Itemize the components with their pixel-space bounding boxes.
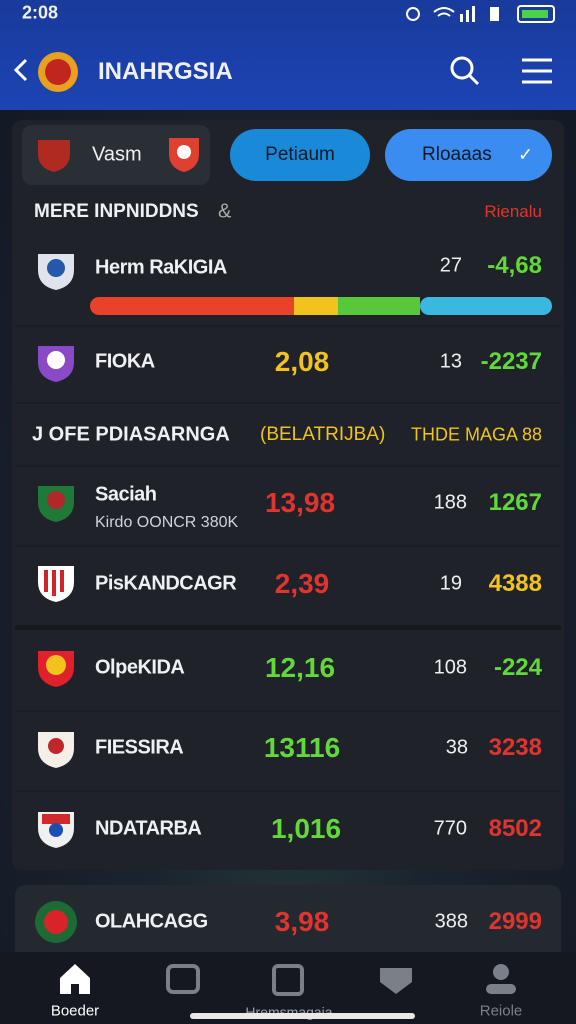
row-crest	[38, 812, 74, 848]
status-time: 2:08	[22, 2, 59, 23]
row-score: 2,08	[274, 346, 330, 377]
row-count: 388	[434, 910, 468, 933]
section-title: J OFE PDIASARNGA	[32, 423, 230, 446]
divider	[15, 545, 561, 547]
tab-label: Rloaaas	[422, 144, 492, 165]
divider	[15, 710, 561, 712]
row-count: 38	[445, 736, 468, 759]
tab-label: Petiaum	[265, 144, 335, 165]
row-score: 12,16	[264, 652, 336, 683]
row-name: OLAHCAGG	[95, 910, 208, 933]
row-change: 3238	[488, 734, 542, 761]
panel	[12, 120, 564, 870]
row-score: 3,98	[274, 906, 330, 937]
row-name: FIOKA	[95, 350, 155, 373]
row-name: NDATARBA	[95, 817, 202, 840]
row-name: OlpeKIDA	[95, 656, 185, 679]
row-subtitle: Kirdo OONCR 380K	[95, 514, 239, 531]
section-middle: (BELATRIJBA)	[260, 424, 386, 445]
home-indicator	[190, 1013, 415, 1019]
row-crest	[38, 254, 74, 290]
row-count: 19	[439, 572, 462, 595]
back-logo[interactable]	[10, 50, 90, 100]
row-name: PisKANDCAGR	[95, 572, 237, 595]
row-score: 13116	[263, 732, 341, 763]
row-crest	[38, 732, 74, 768]
section-right: Rienalu	[484, 202, 542, 221]
divider	[15, 790, 561, 792]
row-name: Saciah	[95, 483, 157, 506]
row-score: 1,016	[270, 813, 342, 844]
progress-bar	[90, 297, 552, 315]
nav-label[interactable]: Boeder	[50, 1002, 100, 1020]
row-score: 2,39	[274, 568, 330, 599]
status-icons	[406, 5, 555, 23]
row-card	[15, 885, 561, 960]
team-name: Vasm	[92, 143, 142, 166]
app-header	[0, 0, 576, 110]
divider	[15, 465, 561, 467]
row-count: 188	[433, 491, 467, 514]
row-crest	[38, 346, 74, 382]
row-change: -224	[493, 654, 542, 681]
row-crest	[35, 901, 77, 943]
team-crests	[38, 138, 199, 172]
divider	[15, 625, 561, 630]
nav-icons[interactable]	[0, 958, 576, 998]
row-change: 4388	[488, 570, 542, 597]
divider	[15, 402, 561, 404]
row-count: 770	[433, 817, 467, 840]
row-name: Herm RaKIGIA	[95, 256, 227, 279]
header-title: INAHRGSIA	[98, 58, 233, 85]
row-score: 13,98	[264, 487, 336, 518]
section-icon: &	[218, 200, 232, 223]
row-change: 1267	[488, 489, 542, 516]
tab-button[interactable]	[230, 129, 370, 181]
row-change: 2999	[488, 908, 542, 935]
section-right: THDE MAGA 88	[410, 424, 542, 445]
row-count: 27	[439, 254, 462, 277]
tab-button[interactable]	[385, 129, 552, 181]
row-change: 8502	[488, 815, 542, 842]
row-count: 108	[433, 656, 467, 679]
divider	[15, 325, 561, 327]
row-change: -4,68	[487, 252, 542, 279]
check-icon: ✓	[518, 144, 534, 165]
row-crest	[38, 651, 74, 687]
section-title: MERE INPNIDDNS	[34, 201, 199, 222]
nav-label[interactable]: Reiole	[479, 1002, 523, 1020]
row-count: 13	[439, 350, 462, 373]
row-crest	[38, 486, 74, 522]
row-crest	[38, 566, 74, 602]
row-name: FIESSIRA	[95, 736, 184, 759]
header-actions[interactable]	[448, 54, 558, 90]
row-change: -2237	[480, 348, 542, 375]
